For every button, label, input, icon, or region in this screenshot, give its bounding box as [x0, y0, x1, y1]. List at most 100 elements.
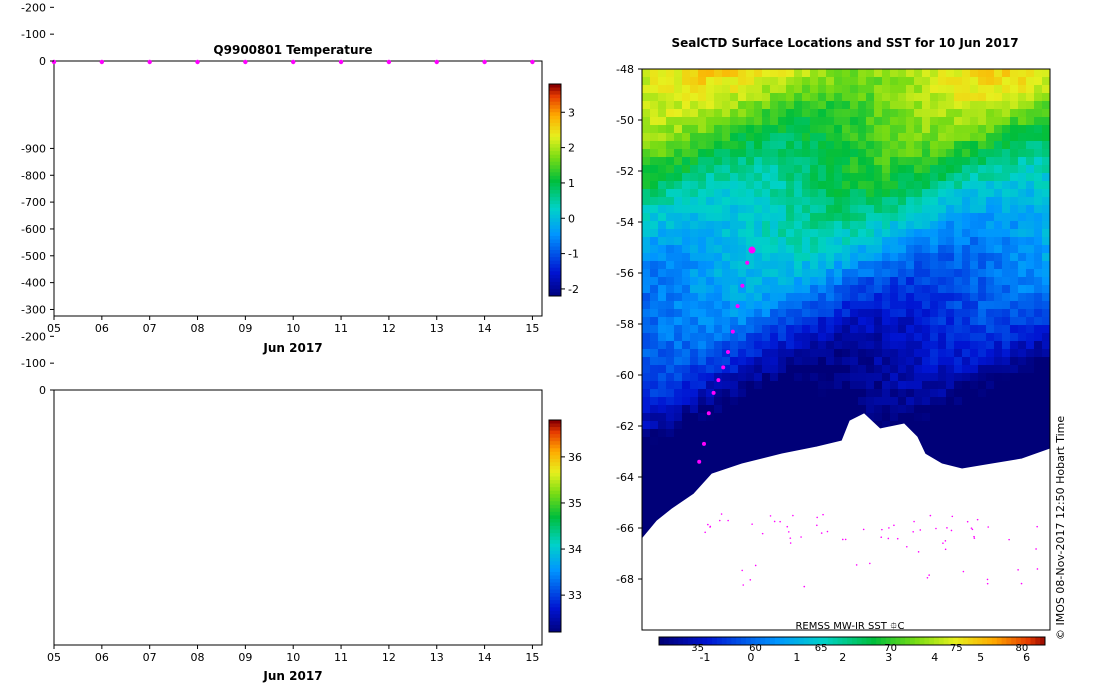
sst-cell: [946, 285, 955, 294]
sst-cell: [706, 333, 715, 342]
sst-cell: [666, 93, 675, 102]
sst-cell: [1042, 373, 1050, 382]
sst-cell: [874, 421, 883, 430]
sst-cell: [706, 205, 715, 214]
sst-cell: [802, 421, 811, 430]
sst-cell: [762, 245, 771, 254]
colorbar-segment: [549, 221, 561, 226]
sst-cell: [874, 389, 883, 398]
sst-cell: [818, 365, 827, 374]
sst-cell: [778, 229, 787, 238]
sst-cell: [850, 405, 859, 414]
sst-cell: [930, 69, 939, 78]
sst-cell: [906, 117, 915, 126]
sst-cell: [954, 173, 963, 182]
sst-cell: [658, 437, 667, 446]
sst-cell: [1010, 85, 1019, 94]
sst-cell: [986, 85, 995, 94]
sst-cell: [658, 157, 667, 166]
sst-cell: [1026, 365, 1035, 374]
sst-cell: [650, 469, 659, 478]
x-tick-label: 15: [525, 322, 539, 335]
sst-cell: [754, 357, 763, 366]
colorbar-segment: [549, 451, 561, 456]
sst-cell: [690, 469, 699, 478]
sst-cell: [698, 261, 707, 270]
sst-cell: [1010, 165, 1019, 174]
sst-cell: [898, 125, 907, 134]
sst-cell: [674, 157, 683, 166]
sst-cell: [1010, 429, 1019, 438]
y-tick-label: 0: [39, 384, 46, 397]
sst-cell: [658, 445, 667, 454]
sst-cell: [850, 165, 859, 174]
sst-cell: [1026, 173, 1035, 182]
sst-cell: [994, 69, 1003, 78]
sst-cell: [994, 405, 1003, 414]
sst-cell: [1010, 317, 1019, 326]
colorbar-segment: [549, 423, 561, 428]
sst-cell: [770, 157, 779, 166]
sst-cell: [658, 261, 667, 270]
sst-cell: [1042, 253, 1050, 262]
y-tick-label: -200: [21, 1, 46, 14]
sst-cell: [850, 413, 859, 422]
colorbar-segment: [549, 129, 561, 134]
sst-cell: [1034, 109, 1043, 118]
sst-cell: [834, 373, 843, 382]
sst-cell: [930, 165, 939, 174]
sst-cell: [834, 221, 843, 230]
sst-cell: [906, 341, 915, 350]
sst-cell: [946, 421, 955, 430]
sst-cell: [986, 173, 995, 182]
sst-cell: [754, 149, 763, 158]
sst-cell: [858, 197, 867, 206]
sst-cell: [962, 229, 971, 238]
sst-cell: [946, 261, 955, 270]
sst-cell: [682, 181, 691, 190]
x-tick-label: 07: [143, 322, 157, 335]
sst-cell: [1042, 317, 1050, 326]
sst-cell: [666, 157, 675, 166]
sst-cell: [682, 277, 691, 286]
sst-cell: [666, 373, 675, 382]
colorbar-segment: [549, 158, 561, 163]
sst-cell: [714, 325, 723, 334]
sst-cell: [1018, 141, 1027, 150]
sst-cell: [738, 373, 747, 382]
sst-cell: [650, 453, 659, 462]
sst-cell: [1002, 181, 1011, 190]
sst-cell: [994, 181, 1003, 190]
sst-cell: [842, 221, 851, 230]
sst-cell: [1010, 173, 1019, 182]
sst-cell: [738, 405, 747, 414]
colorbar-segment: [549, 579, 561, 584]
sst-cell: [1042, 69, 1050, 78]
sst-cell: [770, 301, 779, 310]
sst-cell: [730, 205, 739, 214]
sst-cell: [650, 325, 659, 334]
sst-cell: [818, 93, 827, 102]
sst-cell: [778, 381, 787, 390]
sst-cell: [1018, 429, 1027, 438]
sst-cell: [970, 205, 979, 214]
sst-cell: [802, 157, 811, 166]
sst-cell: [962, 421, 971, 430]
sst-cell: [786, 173, 795, 182]
sst-cell: [698, 413, 707, 422]
sst-cell: [826, 285, 835, 294]
sst-cell: [922, 221, 931, 230]
sst-cell: [762, 253, 771, 262]
y-tick-label: -100: [21, 28, 46, 41]
colorbar-segment: [549, 536, 561, 541]
sst-cell: [994, 245, 1003, 254]
sst-cell: [874, 405, 883, 414]
sst-cell: [770, 117, 779, 126]
sst-cell: [994, 381, 1003, 390]
sst-cell: [810, 77, 819, 86]
sst-cell: [786, 101, 795, 110]
sst-cell: [642, 77, 651, 86]
sst-cell: [666, 429, 675, 438]
sst-cell: [986, 237, 995, 246]
sst-cell: [810, 389, 819, 398]
